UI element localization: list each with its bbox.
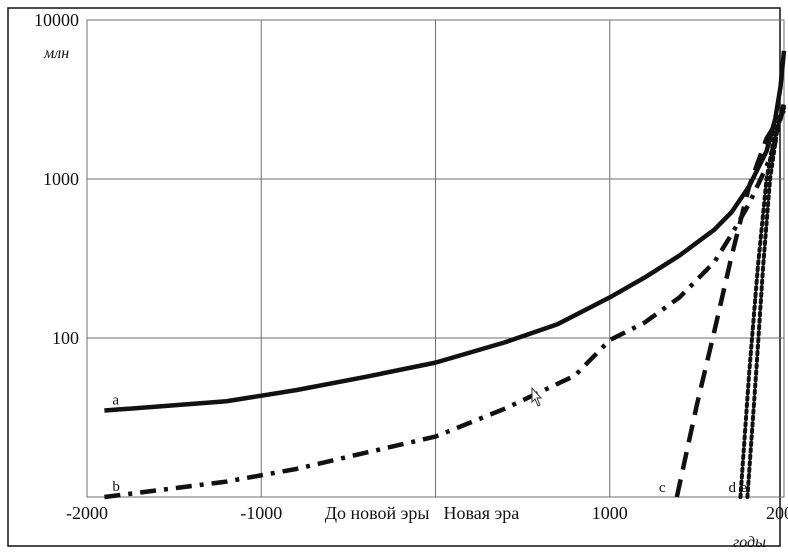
outer-border xyxy=(7,7,781,547)
y-tick-label-0: 100 xyxy=(52,328,79,348)
mouse-cursor-icon xyxy=(531,386,543,407)
era-label-ce: Новая эра xyxy=(444,503,520,523)
x-tick-label-2: 1000 xyxy=(592,503,628,523)
series-line-b xyxy=(104,102,787,500)
x-tick-label-1: -1000 xyxy=(240,503,282,523)
x-tick-label-0: -2000 xyxy=(66,503,108,523)
series-label-b: b xyxy=(112,479,120,495)
y-tick-label-2: 10000 xyxy=(34,10,79,30)
series-line-e xyxy=(745,103,786,499)
y-axis-label: млн xyxy=(43,45,69,62)
y-tick-label-1: 1000 xyxy=(43,169,79,189)
era-label-bce: До новой эры xyxy=(325,503,430,523)
series-label-d: d xyxy=(728,480,736,496)
series-label-c: c xyxy=(659,480,666,496)
x-tick-label-3: 2000 xyxy=(766,503,788,523)
series-label-a: a xyxy=(112,392,119,408)
series-label-e: e xyxy=(740,480,747,496)
series-line-c xyxy=(674,109,786,498)
x-axis-label: годы xyxy=(733,534,766,551)
series-line-a xyxy=(104,50,787,413)
